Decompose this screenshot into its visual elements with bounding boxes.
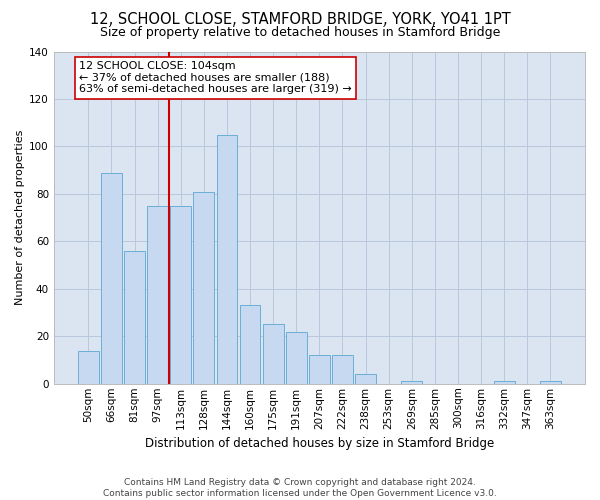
Bar	[286, 332, 307, 384]
Bar	[332, 356, 353, 384]
Bar	[494, 382, 515, 384]
Bar	[147, 206, 168, 384]
Bar	[540, 382, 561, 384]
Bar	[124, 251, 145, 384]
Y-axis label: Number of detached properties: Number of detached properties	[15, 130, 25, 306]
Text: Contains HM Land Registry data © Crown copyright and database right 2024.
Contai: Contains HM Land Registry data © Crown c…	[103, 478, 497, 498]
Bar	[170, 206, 191, 384]
Bar	[101, 172, 122, 384]
Bar	[239, 306, 260, 384]
Bar	[401, 382, 422, 384]
Bar	[193, 192, 214, 384]
Text: 12 SCHOOL CLOSE: 104sqm
← 37% of detached houses are smaller (188)
63% of semi-d: 12 SCHOOL CLOSE: 104sqm ← 37% of detache…	[79, 61, 352, 94]
Bar	[309, 356, 330, 384]
Text: 12, SCHOOL CLOSE, STAMFORD BRIDGE, YORK, YO41 1PT: 12, SCHOOL CLOSE, STAMFORD BRIDGE, YORK,…	[89, 12, 511, 28]
Bar	[263, 324, 284, 384]
Bar	[217, 134, 238, 384]
X-axis label: Distribution of detached houses by size in Stamford Bridge: Distribution of detached houses by size …	[145, 437, 494, 450]
Bar	[355, 374, 376, 384]
Bar	[78, 350, 99, 384]
Text: Size of property relative to detached houses in Stamford Bridge: Size of property relative to detached ho…	[100, 26, 500, 39]
